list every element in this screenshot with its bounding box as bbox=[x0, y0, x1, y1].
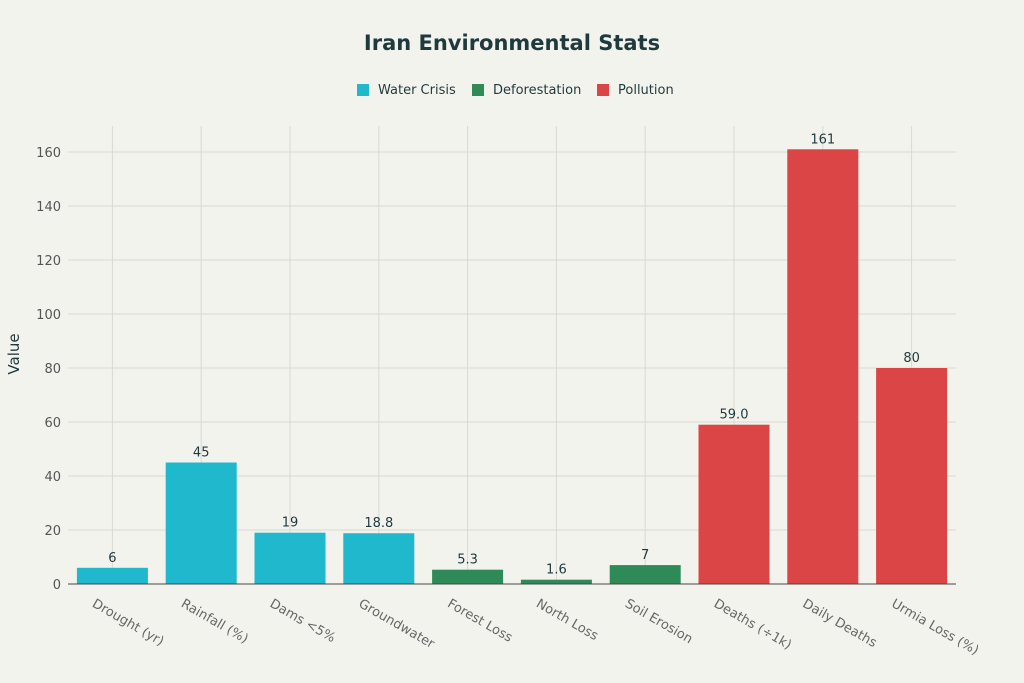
y-tick-100: 100 bbox=[36, 308, 61, 323]
data-labels: 6 45 19 18.8 5.3 1.6 7 59.0 161 80 bbox=[108, 132, 920, 577]
x-tick-forest-loss: Forest Loss bbox=[445, 596, 516, 645]
y-tick-0: 0 bbox=[53, 578, 61, 593]
bar-dams-5 bbox=[254, 532, 326, 584]
legend-label-pollution: Pollution bbox=[618, 83, 674, 98]
bar-north-loss bbox=[520, 579, 592, 584]
bar-urmia-loss bbox=[876, 368, 948, 584]
x-tick-north-loss: North Loss bbox=[533, 596, 600, 644]
x-tick-drought-yr: Drought (yr) bbox=[89, 596, 166, 649]
data-label-urmia-loss: 80 bbox=[903, 351, 920, 366]
data-label-rainfall: 45 bbox=[193, 446, 210, 461]
data-label-north-loss: 1.6 bbox=[546, 563, 567, 578]
bar-groundwater bbox=[343, 533, 415, 584]
bars bbox=[76, 149, 948, 585]
bar-daily-deaths bbox=[787, 149, 859, 585]
y-tick-80: 80 bbox=[44, 362, 61, 377]
bar-forest-loss bbox=[432, 569, 504, 584]
bar-deaths-1k bbox=[698, 424, 770, 584]
x-tick-soil-erosion: Soil Erosion bbox=[622, 596, 695, 647]
legend-label-deforestation: Deforestation bbox=[493, 83, 581, 98]
y-tick-40: 40 bbox=[44, 470, 61, 485]
bar-rainfall bbox=[165, 462, 237, 584]
y-tick-160: 160 bbox=[36, 146, 61, 161]
data-label-forest-loss: 5.3 bbox=[457, 553, 478, 568]
y-axis-ticks: 0 20 40 60 80 100 120 140 160 bbox=[36, 146, 61, 593]
y-tick-120: 120 bbox=[36, 254, 61, 269]
x-tick-deaths-1k: Deaths (÷1k) bbox=[711, 596, 794, 653]
x-axis-ticks: Drought (yr) Rainfall (%) Dams <5% Groundwa… bbox=[89, 596, 981, 658]
x-tick-rainfall: Rainfall (%) bbox=[178, 596, 250, 646]
legend: Water Crisis Deforestation Pollution bbox=[357, 83, 674, 98]
data-label-soil-erosion: 7 bbox=[641, 548, 649, 563]
legend-label-water-crisis: Water Crisis bbox=[378, 83, 456, 98]
gridlines bbox=[68, 126, 956, 584]
x-tick-urmia-loss: Urmia Loss (%) bbox=[889, 596, 982, 658]
data-label-drought-yr: 6 bbox=[108, 551, 116, 566]
y-tick-140: 140 bbox=[36, 200, 61, 215]
data-label-groundwater: 18.8 bbox=[364, 516, 393, 531]
x-tick-groundwater: Groundwater bbox=[356, 596, 438, 652]
legend-swatch-deforestation bbox=[472, 84, 484, 96]
y-tick-20: 20 bbox=[44, 524, 61, 539]
x-tick-daily-deaths: Daily Deaths bbox=[800, 596, 880, 651]
data-label-deaths-1k: 59.0 bbox=[720, 408, 749, 423]
chart-title: Iran Environmental Stats bbox=[364, 31, 660, 55]
bar-soil-erosion bbox=[609, 565, 681, 584]
y-axis-label: Value bbox=[5, 333, 23, 374]
y-tick-60: 60 bbox=[44, 416, 61, 431]
x-tick-dams-5: Dams <5% bbox=[267, 596, 338, 646]
legend-swatch-water-crisis bbox=[357, 84, 369, 96]
bar-drought-yr bbox=[76, 567, 148, 584]
data-label-daily-deaths: 161 bbox=[810, 132, 835, 147]
legend-swatch-pollution bbox=[597, 84, 609, 96]
data-label-dams-5: 19 bbox=[282, 516, 299, 531]
